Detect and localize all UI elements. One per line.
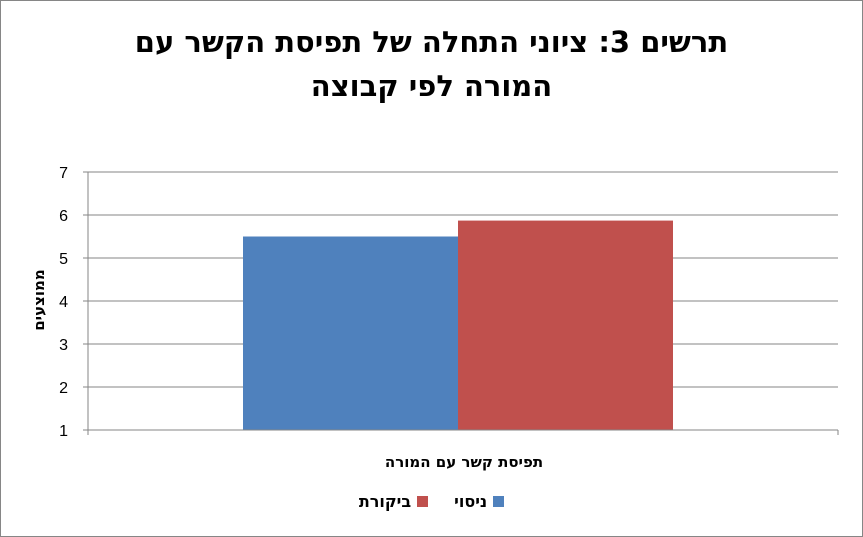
y-tick-label: 2 xyxy=(59,380,68,397)
chart-title: תרשים 3: ציוני התחלה של תפיסת הקשר עם המ… xyxy=(0,20,863,108)
legend-item: ניסוי xyxy=(454,492,505,511)
axes xyxy=(87,172,839,435)
chart-title-line-2: המורה לפי קבוצה xyxy=(310,69,553,103)
y-tick-label: 4 xyxy=(59,294,68,311)
y-tick-label: 3 xyxy=(59,337,68,354)
y-tick-label: 5 xyxy=(59,251,68,268)
y-tick-label: 1 xyxy=(59,423,68,440)
legend-label: ניסוי xyxy=(454,492,488,511)
y-axis-label: ממוצעים xyxy=(30,269,48,331)
bars xyxy=(243,220,673,430)
y-tick-label: 6 xyxy=(59,208,68,225)
y-tick-labels: 1 2 3 4 5 6 7 xyxy=(59,165,68,440)
chart-title-line-1: תרשים 3: ציוני התחלה של תפיסת הקשר עם xyxy=(134,25,729,59)
legend-item: ביקורת xyxy=(358,492,429,511)
y-tick-label: 7 xyxy=(59,165,68,182)
bar-control xyxy=(458,220,673,430)
x-axis-label: תפיסת קשר עם המורה xyxy=(385,453,543,471)
legend-swatch xyxy=(417,496,429,507)
legend-swatch xyxy=(493,496,505,507)
legend: ניסוי ביקורת xyxy=(0,492,863,511)
legend-label: ביקורת xyxy=(358,492,412,511)
bar-experiment xyxy=(243,236,458,430)
